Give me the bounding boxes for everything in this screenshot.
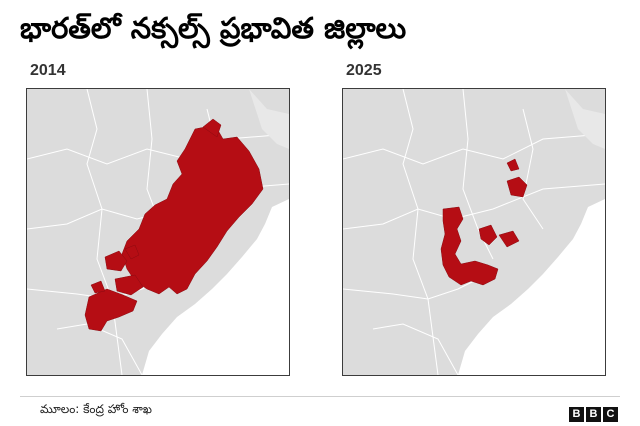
state-borders: [343, 89, 605, 375]
source-note: మూలం: కేంద్ర హోం శాఖ: [40, 402, 152, 416]
affected-main-cluster: [121, 124, 264, 295]
india-landmass: [343, 89, 605, 375]
map-year-label-2025: 2025: [346, 62, 382, 79]
affected-district: [90, 280, 106, 294]
affected-districts-2025: [440, 158, 528, 286]
affected-district: [506, 158, 520, 172]
affected-district: [478, 224, 498, 246]
map-year-label-2014: 2014: [30, 62, 66, 79]
neighbor-region: [249, 89, 289, 149]
logo-letter: B: [586, 407, 601, 422]
logo-letter: C: [603, 407, 618, 422]
neighbor-region: [565, 89, 605, 149]
affected-district: [124, 244, 140, 260]
logo-letter: B: [569, 407, 584, 422]
map-2025: [342, 88, 606, 376]
footer-divider: [20, 396, 620, 397]
map-2025-svg: [343, 89, 605, 375]
affected-district: [104, 250, 128, 272]
affected-main-cluster: [440, 206, 499, 286]
map-2014: [26, 88, 290, 376]
affected-district: [498, 230, 520, 248]
page-title: భారత్‌లో నక్సల్స్ ప్రభావిత జిల్లాలు: [20, 11, 407, 45]
affected-district: [114, 274, 144, 296]
bbc-logo: B B C: [569, 407, 618, 422]
affected-district: [506, 176, 528, 198]
affected-district: [202, 118, 222, 138]
affected-districts-2014: [84, 118, 264, 332]
affected-district: [84, 288, 138, 332]
map-2014-svg: [27, 89, 289, 375]
